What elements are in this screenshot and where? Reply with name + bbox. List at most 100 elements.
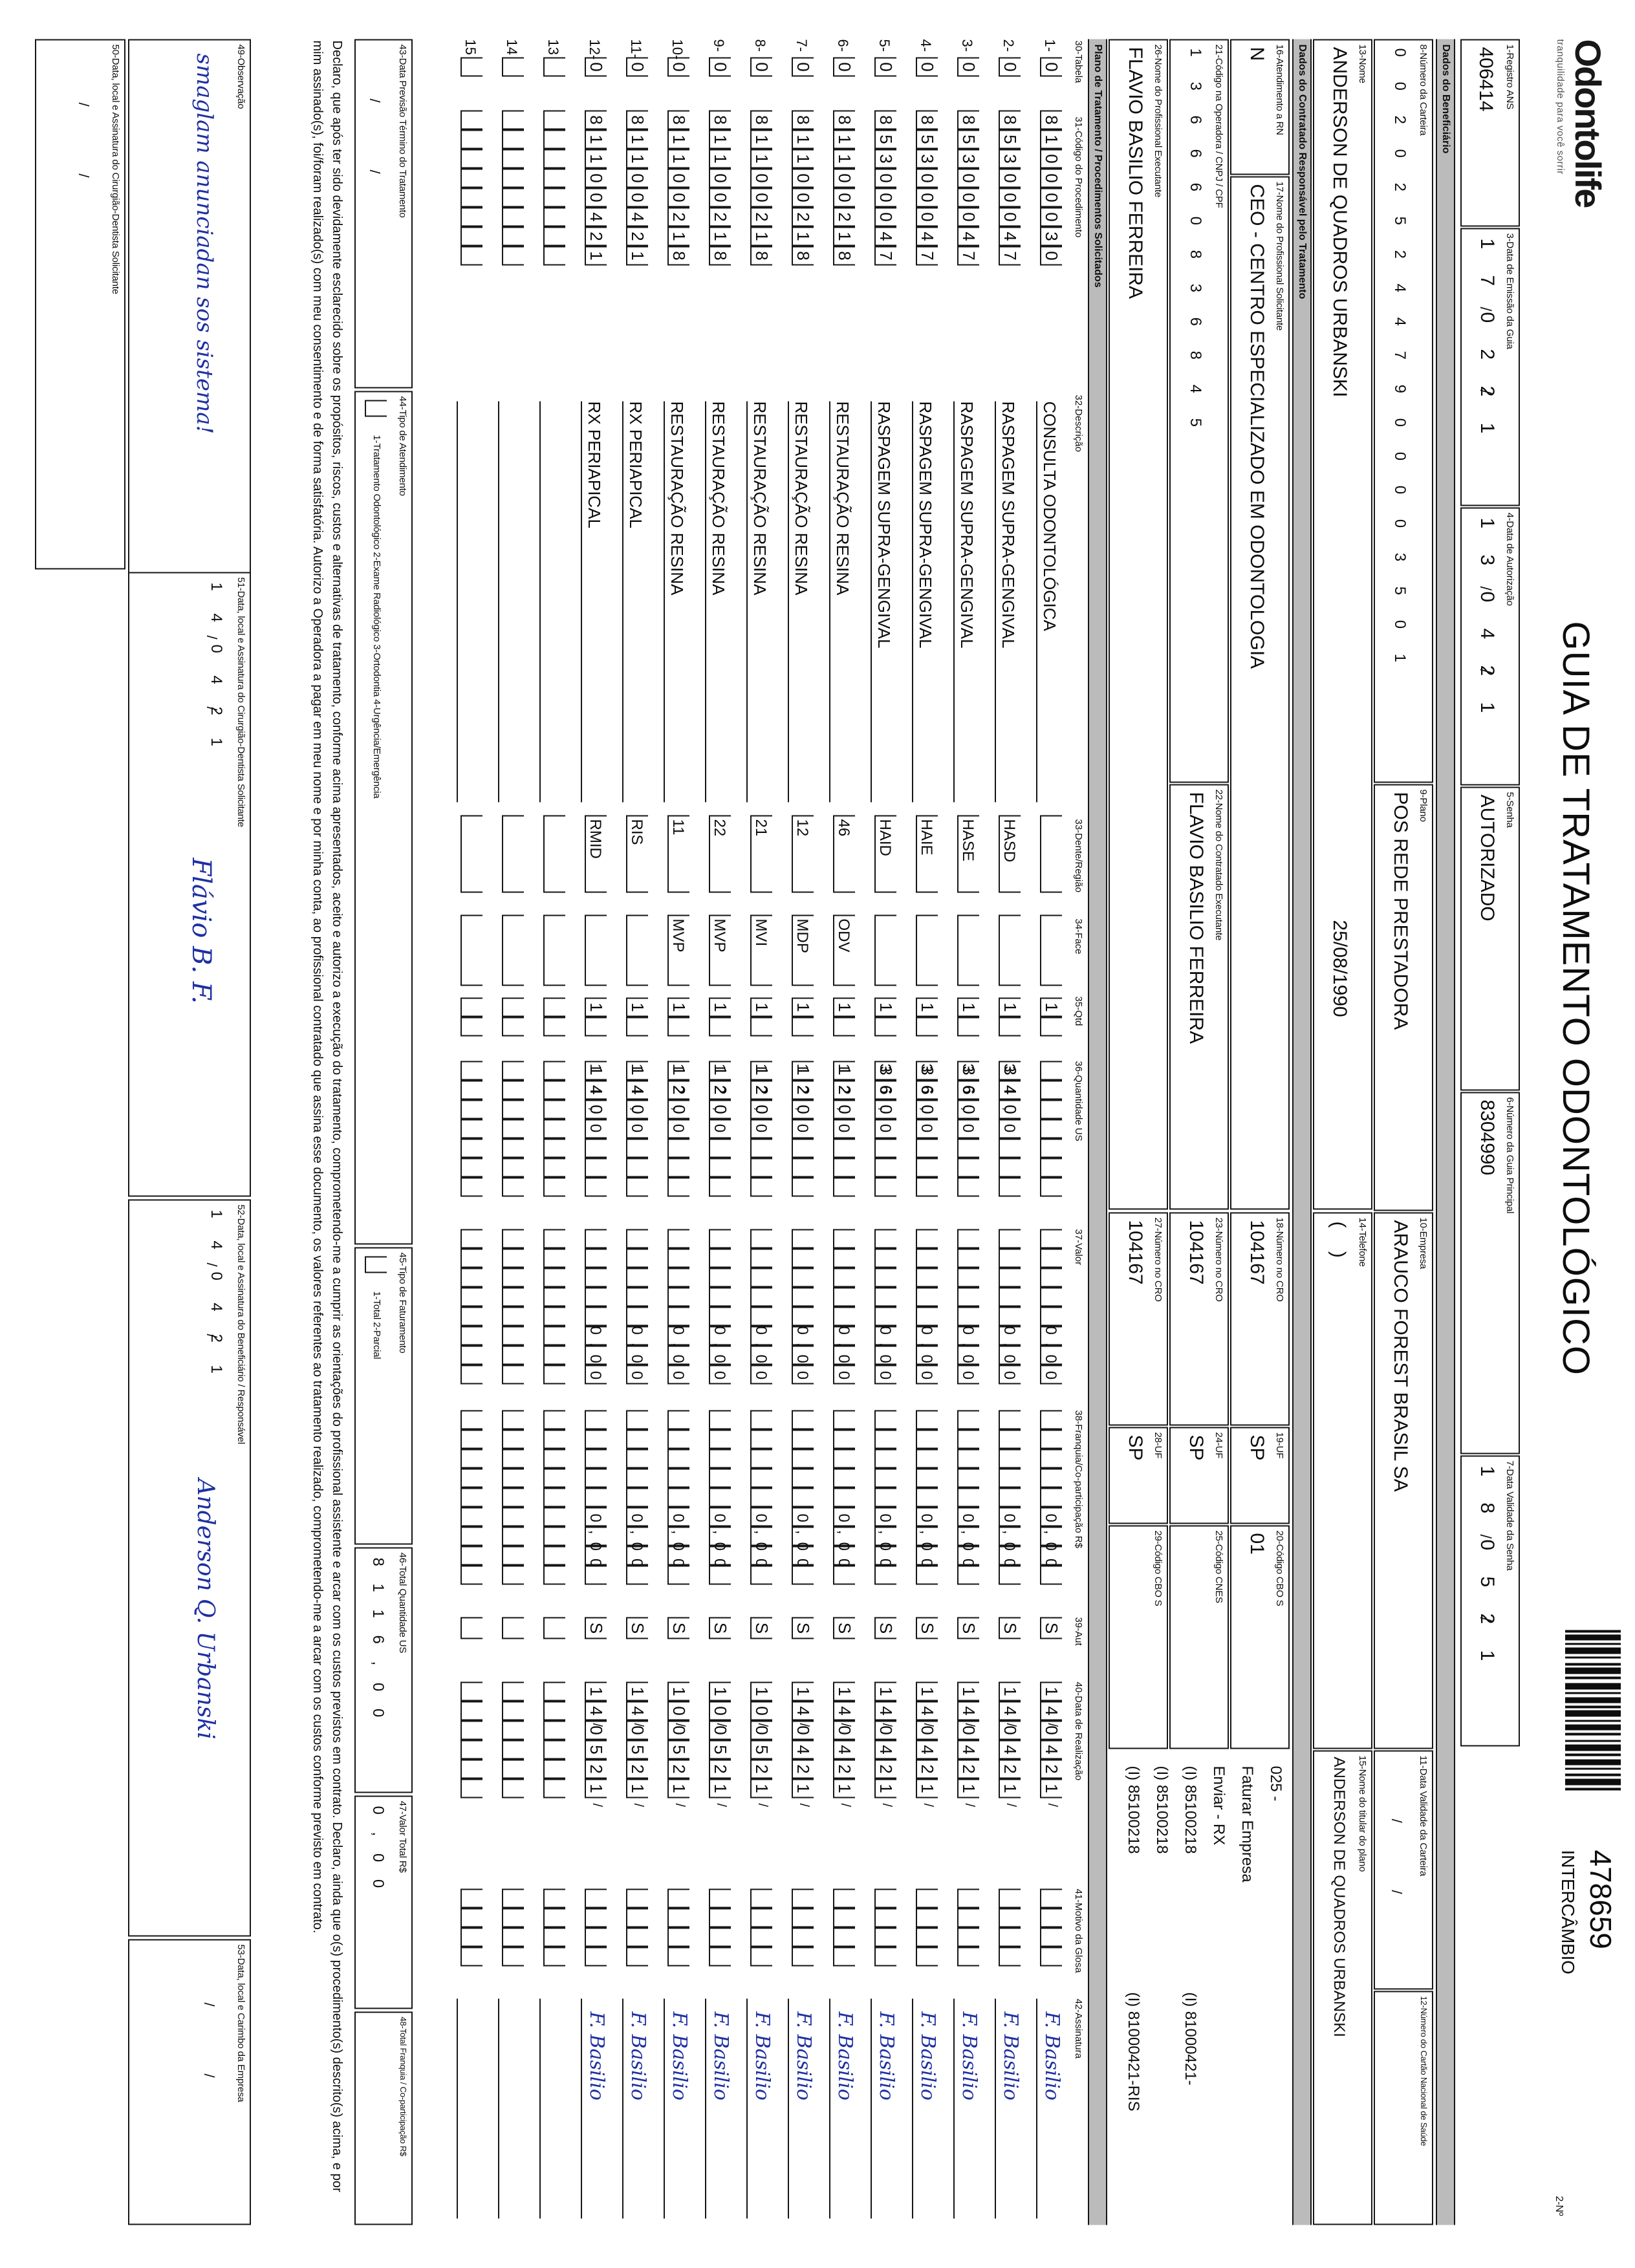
signature-line[interactable]: [953, 1998, 955, 2218]
col-header-codigo: 31-Código do Procedimento: [1073, 116, 1084, 237]
digit-cell: [667, 1229, 689, 1248]
field-empresa: 10-Empresa ARAUCO FOREST BRASIL SA: [1374, 1212, 1433, 1749]
digit-boxes: S: [792, 1617, 814, 1639]
digit-cell: [1040, 1080, 1062, 1099]
table-row[interactable]: 11- 0 8 1 1 0 0 4 2 1 RX PERIAPICAL RIS 1 1 4 0 14,0 0,00…: [612, 39, 653, 2225]
col-header-data-realizacao: 40-Data de Realização: [1073, 1681, 1084, 1780]
signature-line[interactable]: [705, 1998, 706, 2218]
digit-cell: [502, 1287, 524, 1306]
table-row[interactable]: 10- 0 8 1 1 0 0 2 1 8 RESTAURAÇÃO RESINA 11 MVP 1 1 2 0 1…: [653, 39, 695, 2225]
digit-cell: 5: [667, 1740, 689, 1759]
table-row[interactable]: 2- 0 8 5 3 0 0 0 4 7 RASPAGEM SUPRA-GENGIVAL HASD 1 3…: [984, 39, 1026, 2225]
digit-cell: 4: [626, 207, 648, 226]
table-row[interactable]: 1- 0 8 1 0 0 0 0 3 0 CONSULTA ODONTOLÓGICA 1 0,00 0,0…: [1026, 39, 1067, 2225]
signature-line[interactable]: [995, 1998, 996, 2218]
digit-cell: 4: [626, 1701, 648, 1720]
table-row[interactable]: 14: [488, 39, 529, 2225]
digit-cell: [667, 1410, 689, 1429]
table-row[interactable]: 4- 0 8 5 3 0 0 0 4 7 RASPAGEM SUPRA-GENGIVAL HAIE 1 3…: [902, 39, 943, 2225]
value-amount: 0,00: [587, 1326, 604, 1387]
digit-cell: [999, 1268, 1021, 1287]
digit-cell: 1: [916, 997, 938, 1017]
table-row[interactable]: 6- 0 8 1 1 0 0 2 1 8 RESTAURAÇÃO RESINA 46 ODV 1 1 2 0 12…: [819, 39, 860, 2225]
field-empresa-label: 10-Empresa: [1418, 1217, 1429, 1269]
digit-cell: [502, 1947, 524, 1966]
digit-cell: [833, 1268, 855, 1287]
table-row[interactable]: 12- 0 8 1 1 0 0 4 2 1 RX PERIAPICAL RMID 1 1 4 0 14,0 0,0…: [570, 39, 612, 2225]
digit-boxes: 1: [874, 997, 896, 1036]
digit-cell: [543, 1345, 565, 1365]
barcode-number: 478659: [1584, 1850, 1618, 1949]
digit-cell: [874, 1410, 896, 1429]
signature-line[interactable]: [788, 1998, 789, 2218]
digit-cell: [709, 1449, 731, 1468]
digit-cell: [502, 129, 524, 149]
digit-cell: [502, 188, 524, 207]
digit-cell: [460, 168, 482, 188]
digit-boxes: [543, 997, 565, 1036]
signature-line[interactable]: [871, 1998, 872, 2218]
value-amount: 0,00: [669, 1326, 687, 1387]
row-number: 13: [545, 39, 561, 55]
signature-line[interactable]: [539, 1998, 541, 2218]
desc-underline: [622, 401, 623, 802]
digit-cell: [999, 1177, 1021, 1196]
digit-cell: [709, 1468, 731, 1487]
table-row[interactable]: 13: [529, 39, 570, 2225]
signature-line[interactable]: [912, 1998, 913, 2218]
signature-line[interactable]: [1036, 1998, 1037, 2218]
table-row[interactable]: 9- 0 8 1 1 0 0 2 1 8 RESTAURAÇÃO RESINA 22 MVP 1 1 2 0 12…: [695, 39, 736, 2225]
digit-cell: [833, 1287, 855, 1306]
digit-cell: 1: [833, 129, 855, 149]
signature-line[interactable]: [664, 1998, 665, 2218]
digit-cell: 5: [957, 129, 979, 149]
digit-cell: 2: [874, 1759, 896, 1778]
desc-underline: [829, 401, 830, 802]
digit-cell: [833, 914, 855, 986]
digit-cell: 7: [874, 246, 896, 265]
digit-cell: [502, 1099, 524, 1119]
digit-cell: [502, 1229, 524, 1248]
date-slash: /: [880, 1723, 894, 1727]
signature-line[interactable]: [829, 1998, 830, 2218]
digit-cell: [999, 1410, 1021, 1429]
signature-line[interactable]: [746, 1998, 748, 2218]
field-tipo-faturamento-box[interactable]: [365, 1256, 387, 1273]
digit-cell: 1: [833, 226, 855, 246]
signature-line[interactable]: [498, 1998, 499, 2218]
table-row[interactable]: 15: [446, 39, 488, 2225]
digit-cell: 1: [585, 246, 607, 265]
digit-cell: [750, 1287, 772, 1306]
digit-boxes: S: [626, 1617, 648, 1639]
signature-line[interactable]: [457, 1998, 458, 2218]
digit-cell: 1: [916, 1681, 938, 1701]
franchise-amount: 0,00: [711, 1513, 728, 1575]
digit-cell: 1: [626, 1681, 648, 1701]
signature-line[interactable]: [622, 1998, 623, 2218]
field-validade-senha-value: 1 8 0 5 2 1: [1477, 1465, 1498, 1671]
field-tipo-faturamento: 45-Tipo de Faturamento 1-Total 2-Parcial: [354, 1247, 413, 1544]
field-tipo-atendimento-box[interactable]: [365, 400, 387, 416]
table-row[interactable]: 8- 0 8 1 1 0 0 2 1 8 RESTAURAÇÃO RESINA 21 MVI 1 1 2 0 12…: [736, 39, 777, 2225]
digit-cell: 1: [709, 997, 731, 1017]
field-cbo-solicitante: 20-Código CBO S 01: [1230, 1525, 1290, 1749]
field-nome-executante: 22-Nome do Contratado Executante FLAVIO …: [1169, 784, 1229, 1209]
digit-cell: [1040, 1017, 1062, 1036]
digit-cell: [502, 997, 524, 1017]
digit-cell: 2: [709, 207, 731, 226]
digit-cell: [1040, 1287, 1062, 1306]
procedure-description: RASPAGEM SUPRA-GENGIVAL: [916, 401, 935, 648]
table-row[interactable]: 3- 0 8 5 3 0 0 0 4 7 RASPAGEM SUPRA-GENGIVAL HASE 1 3…: [943, 39, 984, 2225]
digit-cell: [833, 815, 855, 892]
value-amount: 0,00: [1042, 1326, 1059, 1387]
digit-cell: [460, 1268, 482, 1287]
digit-cell: 1: [1040, 1778, 1062, 1798]
digit-cell: [709, 815, 731, 892]
note-cbo-2: (I) 85100218: [1153, 1766, 1171, 1854]
table-row[interactable]: 5- 0 8 5 3 0 0 0 4 7 RASPAGEM SUPRA-GENGIVAL HAID 1 3…: [860, 39, 902, 2225]
franchise-amount: 0,00: [669, 1513, 687, 1575]
date-slash: /: [797, 1803, 811, 1807]
table-row[interactable]: 7- 0 8 1 1 0 0 2 1 8 RESTAURAÇÃO RESINA 12 MDP 1 1 2 0 12…: [777, 39, 819, 2225]
signature-line[interactable]: [581, 1998, 582, 2218]
